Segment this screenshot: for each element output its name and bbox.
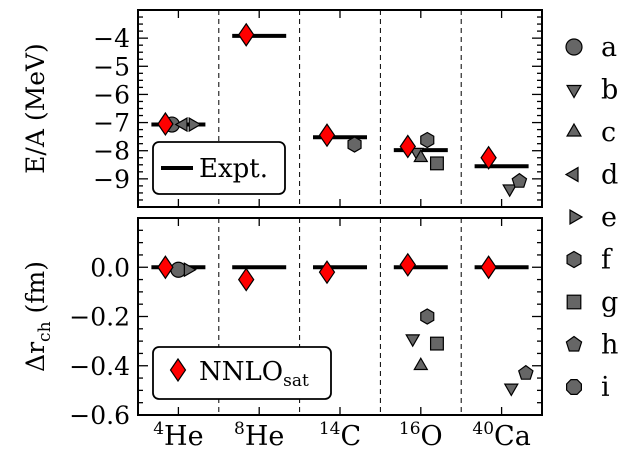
point-f	[420, 131, 435, 149]
point-h	[511, 172, 528, 188]
point-f	[347, 136, 362, 153]
side-legend-label: i	[601, 372, 610, 403]
nnlo-sat-point	[318, 123, 336, 148]
nucleus-label-He4: 4He	[153, 419, 203, 450]
point-c	[413, 357, 429, 371]
legend-box	[152, 346, 332, 400]
y-tick-label: −0.2	[69, 303, 130, 332]
point-b	[503, 383, 519, 397]
nnlo-sat-point	[157, 255, 174, 280]
side-legend-label: g	[601, 287, 618, 318]
nnlo-sat-point	[480, 145, 497, 170]
nucleus-label-C14: 14C	[319, 419, 361, 450]
point-e	[188, 117, 202, 133]
side-legend-triangle-up-icon	[566, 122, 582, 137]
y-tick-label: −8	[93, 137, 130, 166]
side-legend-triangle-down-icon	[566, 84, 582, 99]
point-h	[518, 364, 534, 380]
side-legend-pentagon-icon	[565, 335, 583, 352]
point-d	[174, 117, 188, 133]
y-axis-title: Δrch (fm)	[21, 261, 55, 372]
nnlo-sat-point	[399, 134, 417, 159]
side-legend-label: d	[601, 160, 618, 191]
nnlo-sat-point	[480, 255, 497, 280]
y-tick-label: −5	[93, 52, 130, 81]
nnlo-sat-point	[318, 260, 336, 285]
y-tick-label: −9	[93, 165, 130, 194]
point-g	[429, 156, 444, 171]
nnlo-sat-point	[399, 252, 417, 277]
point-f	[420, 308, 435, 325]
panel-bottom: −0.6 −0.4 −0.2 0.0 NNLOsat Δrch (fm)	[21, 217, 543, 430]
side-legend-label: c	[601, 117, 616, 148]
y-tick-label: −7	[93, 109, 130, 138]
nucleus-label-He8: 8He	[234, 419, 284, 450]
side-legend-circle-icon	[565, 38, 583, 56]
point-g	[429, 336, 444, 351]
axes-frame	[137, 9, 543, 208]
side-legend-label: h	[601, 330, 618, 361]
y-axis-title: E/A (MeV)	[21, 43, 50, 174]
side-legend-triangle-right-icon	[569, 209, 584, 225]
y-tick-label: 0.0	[90, 253, 130, 282]
legend-nnlo-label: NNLOsat	[199, 357, 309, 391]
legend-top: Expt.	[152, 141, 286, 195]
legend-expt-label: Expt.	[199, 154, 268, 184]
legend-bottom: NNLOsat	[152, 346, 332, 400]
nnlo-sat-point	[237, 267, 255, 292]
point-c	[413, 149, 429, 163]
y-tick-label: −4	[93, 24, 130, 53]
point-e	[183, 262, 197, 278]
nnlo-sat-point	[237, 22, 255, 47]
side-legend-label: f	[601, 245, 613, 276]
side-legend-square-icon	[566, 294, 582, 310]
side-legend-label: e	[601, 202, 617, 233]
nnlo-sat-point	[157, 111, 174, 137]
legend-nnlo-swatch	[169, 357, 187, 383]
panel-top: −9−8−7−6−5−4 Expt. E/A (MeV)	[21, 9, 543, 208]
side-legend-octagon-icon	[566, 379, 582, 395]
side-legend-triangle-left-icon	[564, 166, 579, 183]
axes-frame	[137, 217, 543, 416]
y-tick-label: −0.4	[69, 352, 130, 381]
nucleus-label-Ca40: 40Ca	[472, 419, 530, 450]
side-legend-hexagon-icon	[566, 250, 582, 269]
legend-box	[152, 141, 286, 195]
side-legend-label: b	[601, 75, 618, 106]
point-b	[405, 334, 421, 348]
side-legend-label: a	[601, 32, 617, 63]
nucleus-label-O16: 16O	[399, 419, 443, 450]
y-tick-label: −0.6	[69, 401, 130, 430]
point-a	[170, 261, 187, 278]
y-tick-label: −6	[93, 80, 130, 109]
point-b	[502, 184, 518, 198]
